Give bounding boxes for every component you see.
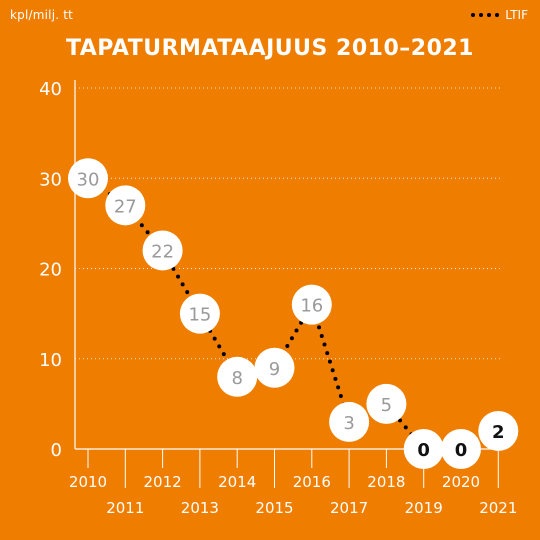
legend-label: LTIF (505, 8, 528, 22)
data-point (68, 158, 108, 199)
data-label: 8 (231, 368, 242, 389)
data-point (105, 185, 146, 226)
x-tick-label: 2013 (181, 499, 219, 517)
x-tick-label: 2021 (479, 499, 517, 517)
data-point (441, 429, 481, 469)
series-line-ltif (86, 176, 501, 451)
x-tick-label: 2020 (442, 473, 480, 491)
data-label: 16 (300, 296, 323, 317)
dotted-line-legend-icon (471, 13, 500, 17)
data-label: 0 (455, 440, 468, 461)
x-tick-label: 2012 (144, 473, 182, 491)
data-label: 22 (151, 241, 174, 262)
x-tick-label: 2017 (330, 499, 368, 517)
data-point (478, 410, 519, 451)
data-point (329, 401, 370, 442)
data-label: 27 (114, 196, 137, 217)
data-point (254, 347, 295, 388)
unit-label: kpl/milj. tt (10, 8, 74, 22)
data-label: 2 (492, 422, 505, 443)
x-tick-label: 2018 (367, 473, 405, 491)
x-tick-label: 2016 (293, 473, 331, 491)
data-point (179, 293, 220, 334)
data-label: 9 (269, 359, 280, 380)
data-point (366, 383, 407, 424)
x-tick-label: 2011 (106, 499, 144, 517)
x-tick-label: 2015 (255, 499, 293, 517)
data-point (291, 284, 332, 325)
chart-title: TAPATURMATAAJUUS 2010–2021 (65, 36, 474, 61)
y-tick-label: 0 (51, 440, 62, 461)
x-tick-label: 2010 (69, 473, 107, 491)
legend: LTIF (471, 8, 528, 22)
x-tick-label: 2014 (218, 473, 256, 491)
data-label: 3 (343, 413, 354, 434)
data-point (403, 429, 444, 469)
y-tick-label: 30 (39, 169, 62, 190)
data-label: 30 (77, 169, 100, 190)
y-tick-label: 40 (39, 79, 62, 100)
data-label: 5 (381, 395, 392, 416)
y-tick-label: 10 (39, 350, 62, 371)
data-label: 15 (188, 305, 211, 326)
x-tick-label: 2019 (405, 499, 443, 517)
y-tick-label: 20 (39, 260, 62, 281)
data-label: 0 (417, 440, 430, 461)
data-point (142, 230, 183, 271)
data-point (217, 356, 258, 397)
